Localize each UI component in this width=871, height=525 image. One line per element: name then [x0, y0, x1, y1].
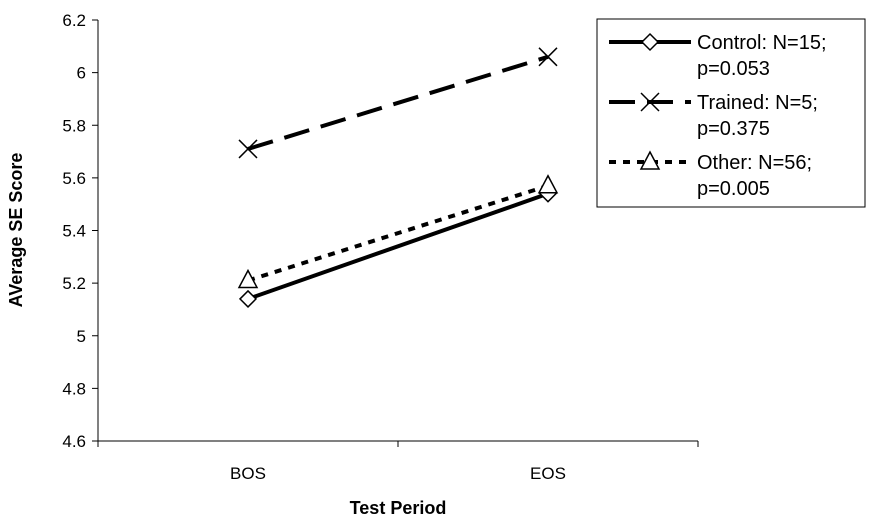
- legend-box: [596, 18, 866, 208]
- y-tick-label: 6.2: [62, 11, 86, 30]
- y-tick-label: 6: [77, 64, 86, 83]
- plot-area: 4.6 4.8 5 5.2 5.4 5.6 5.8 6 6.2 BOS EOS: [62, 11, 699, 483]
- y-axis-ticks: 4.6 4.8 5 5.2 5.4 5.6 5.8 6 6.2: [62, 11, 98, 451]
- data-point-marker: [238, 289, 258, 308]
- y-tick-label: 5.2: [62, 274, 86, 293]
- y-tick-label: 5.4: [62, 222, 86, 241]
- x-axis-ticks: BOS EOS: [97, 441, 699, 483]
- series-0: [238, 184, 558, 308]
- series-layer: [237, 47, 559, 308]
- data-point-marker: [237, 268, 259, 289]
- legend-label-line2: p=0.053: [697, 58, 770, 80]
- y-tick-label: 5.6: [62, 169, 86, 188]
- series-1: [238, 47, 558, 159]
- x-axis-title: Test Period: [350, 498, 447, 518]
- legend-entry: Control: N=15; p=0.053: [609, 32, 827, 80]
- legend-entry: Trained: N=5; p=0.375: [609, 92, 818, 140]
- y-tick-label: 5.8: [62, 116, 86, 135]
- series-line: [247, 183, 549, 283]
- y-tick-label: 5: [77, 327, 86, 346]
- series-line: [247, 191, 549, 301]
- data-point-marker: [537, 174, 559, 194]
- legend-label-line2: p=0.005: [697, 178, 770, 200]
- x-tick-label-eos: EOS: [530, 464, 566, 483]
- data-point-marker: [538, 47, 558, 67]
- legend-label: Trained: N=5;: [697, 92, 818, 114]
- legend-marker: [640, 92, 660, 112]
- legend-label: Other: N=56;: [697, 152, 812, 174]
- legend-marker: [639, 150, 661, 170]
- legend-marker: [640, 32, 660, 52]
- y-axis-title: AVerage SE Score: [6, 153, 26, 308]
- legend: Control: N=15; p=0.053 Trained: N=5; p=0.37…: [596, 18, 866, 208]
- y-tick-label: 4.8: [62, 379, 86, 398]
- series-line: [247, 54, 549, 151]
- data-point-marker: [238, 139, 258, 159]
- legend-label: Control: N=15;: [697, 32, 827, 54]
- x-tick-label-bos: BOS: [230, 464, 266, 483]
- legend-entry: Other: N=56; p=0.005: [609, 150, 812, 200]
- series-2: [237, 174, 559, 289]
- y-tick-label: 4.6: [62, 432, 86, 451]
- legend-label-line2: p=0.375: [697, 118, 770, 140]
